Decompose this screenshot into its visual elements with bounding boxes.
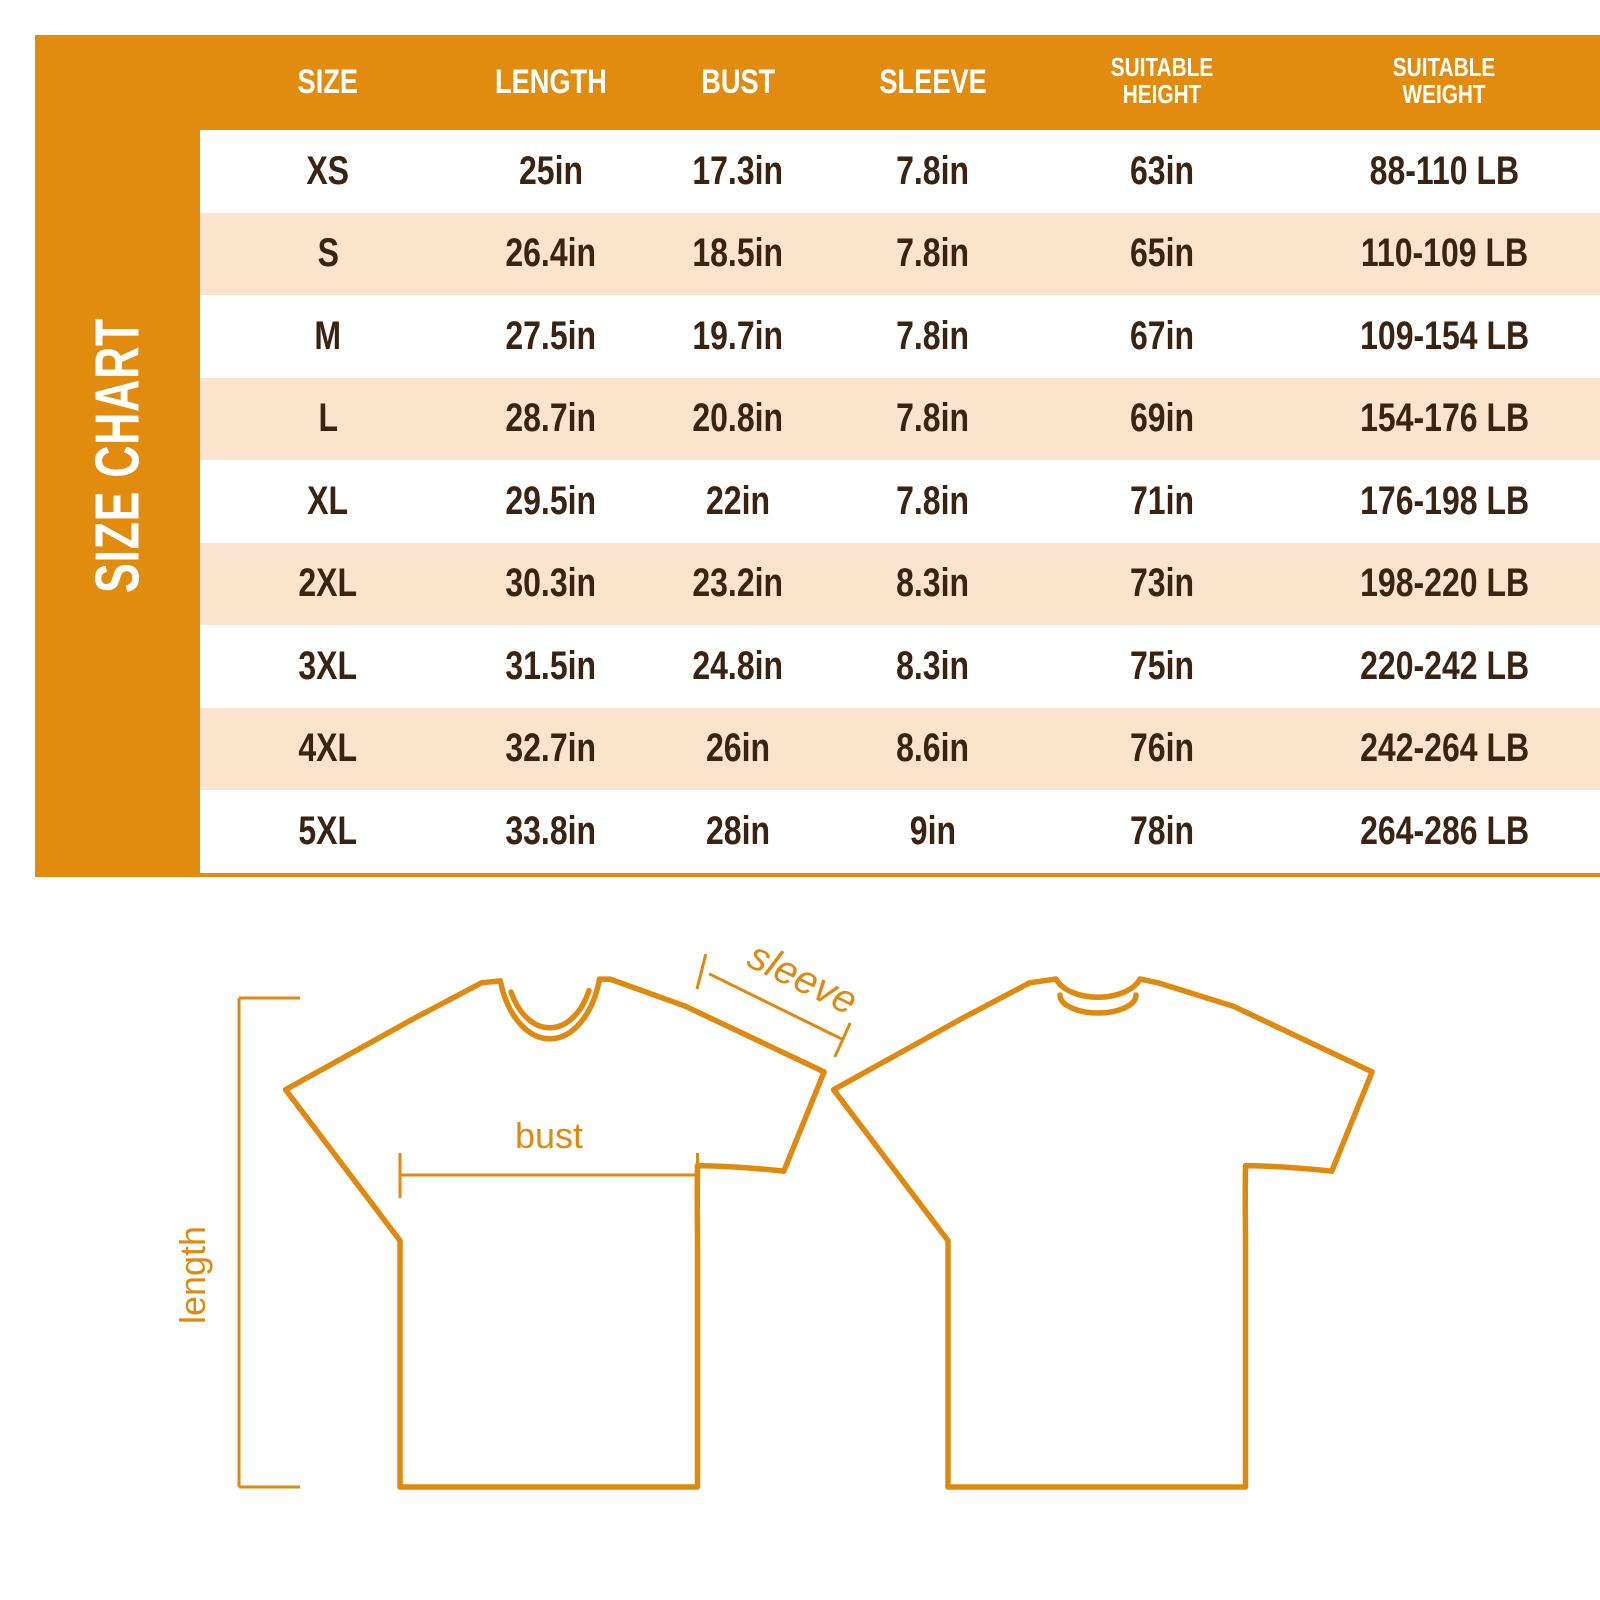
svg-text:length: length bbox=[172, 1226, 213, 1324]
svg-text:bust: bust bbox=[515, 1115, 583, 1156]
svg-text:sleeve: sleeve bbox=[741, 934, 864, 1024]
